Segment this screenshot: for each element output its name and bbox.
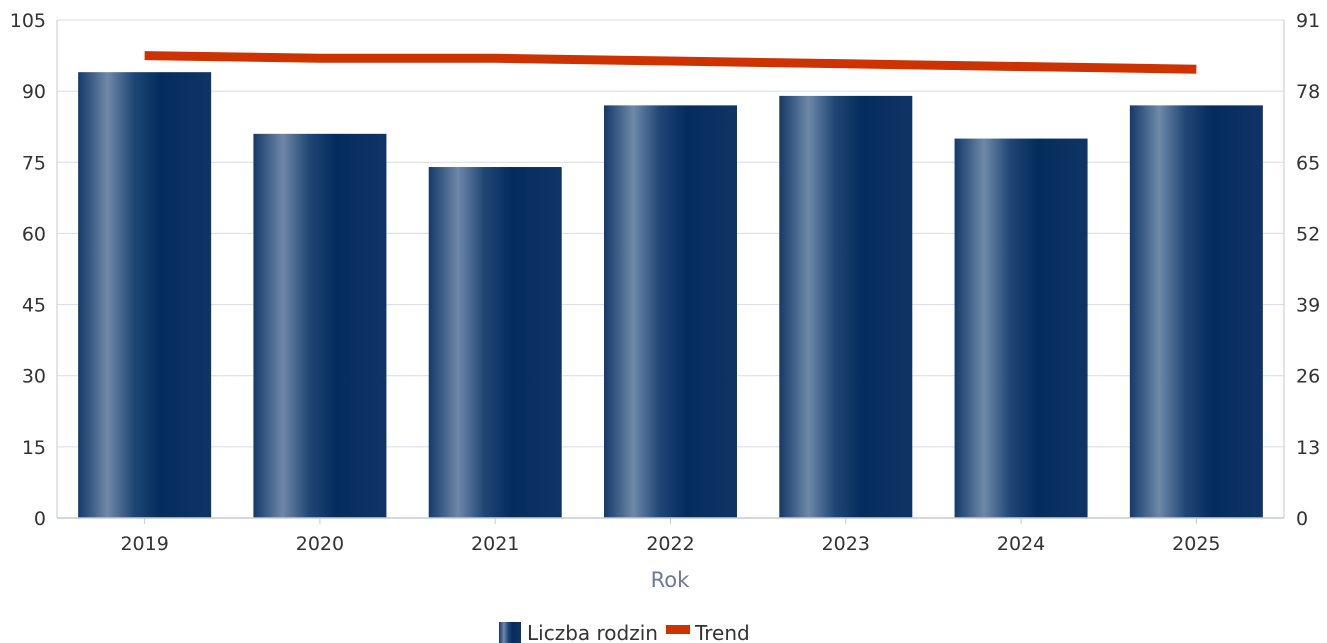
legend-item-bars[interactable]: Liczba rodzin xyxy=(499,621,658,643)
y-right-tick-label: 26 xyxy=(1296,366,1320,388)
y-left-tick-label: 105 xyxy=(10,10,46,32)
x-tick-label: 2020 xyxy=(296,533,344,555)
y-left-tick-label: 0 xyxy=(34,508,46,530)
y-right-tick-label: 91 xyxy=(1296,10,1320,32)
legend-label-trend: Trend xyxy=(694,621,750,643)
bar-2021[interactable] xyxy=(428,167,562,518)
y-left-tick-label: 60 xyxy=(22,223,46,245)
bar-2023[interactable] xyxy=(779,95,913,518)
y-left-tick-label: 90 xyxy=(22,81,46,103)
bars xyxy=(78,72,1263,519)
y-right-tick-label: 0 xyxy=(1296,508,1308,530)
x-tick-label: 2022 xyxy=(646,533,694,555)
legend-swatch-bars xyxy=(499,622,521,643)
x-tick-label: 2025 xyxy=(1172,533,1220,555)
x-tick-label: 2021 xyxy=(471,533,519,555)
legend: Liczba rodzin Trend xyxy=(499,621,750,643)
legend-swatch-trend xyxy=(666,625,690,634)
x-tick-label: 2019 xyxy=(120,533,168,555)
y-right-tick-label: 13 xyxy=(1296,437,1320,459)
trend-line[interactable] xyxy=(144,51,1197,74)
y-left-tick-label: 45 xyxy=(22,295,46,317)
y-right-tick-label: 65 xyxy=(1296,152,1320,174)
y-left-tick-label: 30 xyxy=(22,366,46,388)
bar-2025[interactable] xyxy=(1129,105,1263,518)
y-right-tick-label: 39 xyxy=(1296,295,1320,317)
x-tick-label: 2023 xyxy=(822,533,870,555)
bar-2019[interactable] xyxy=(78,72,212,519)
y-left-tick-label: 75 xyxy=(22,152,46,174)
y-right-tick-label: 52 xyxy=(1296,223,1320,245)
legend-item-trend[interactable]: Trend xyxy=(666,621,750,643)
bar-2020[interactable] xyxy=(253,133,387,519)
trend-line-layer xyxy=(144,51,1197,74)
y-right-tick-label: 78 xyxy=(1296,81,1320,103)
x-axis-title: Rok xyxy=(651,568,690,592)
bar-2024[interactable] xyxy=(954,138,1088,519)
x-tick-label: 2024 xyxy=(997,533,1045,555)
axes: 0 15 30 45 60 75 90 105 0 13 26 39 52 65 78 91 2019 2020 2… xyxy=(10,10,1320,555)
y-left-tick-label: 15 xyxy=(22,437,46,459)
legend-label-bars: Liczba rodzin xyxy=(527,621,658,643)
bar-2022[interactable] xyxy=(604,105,737,518)
